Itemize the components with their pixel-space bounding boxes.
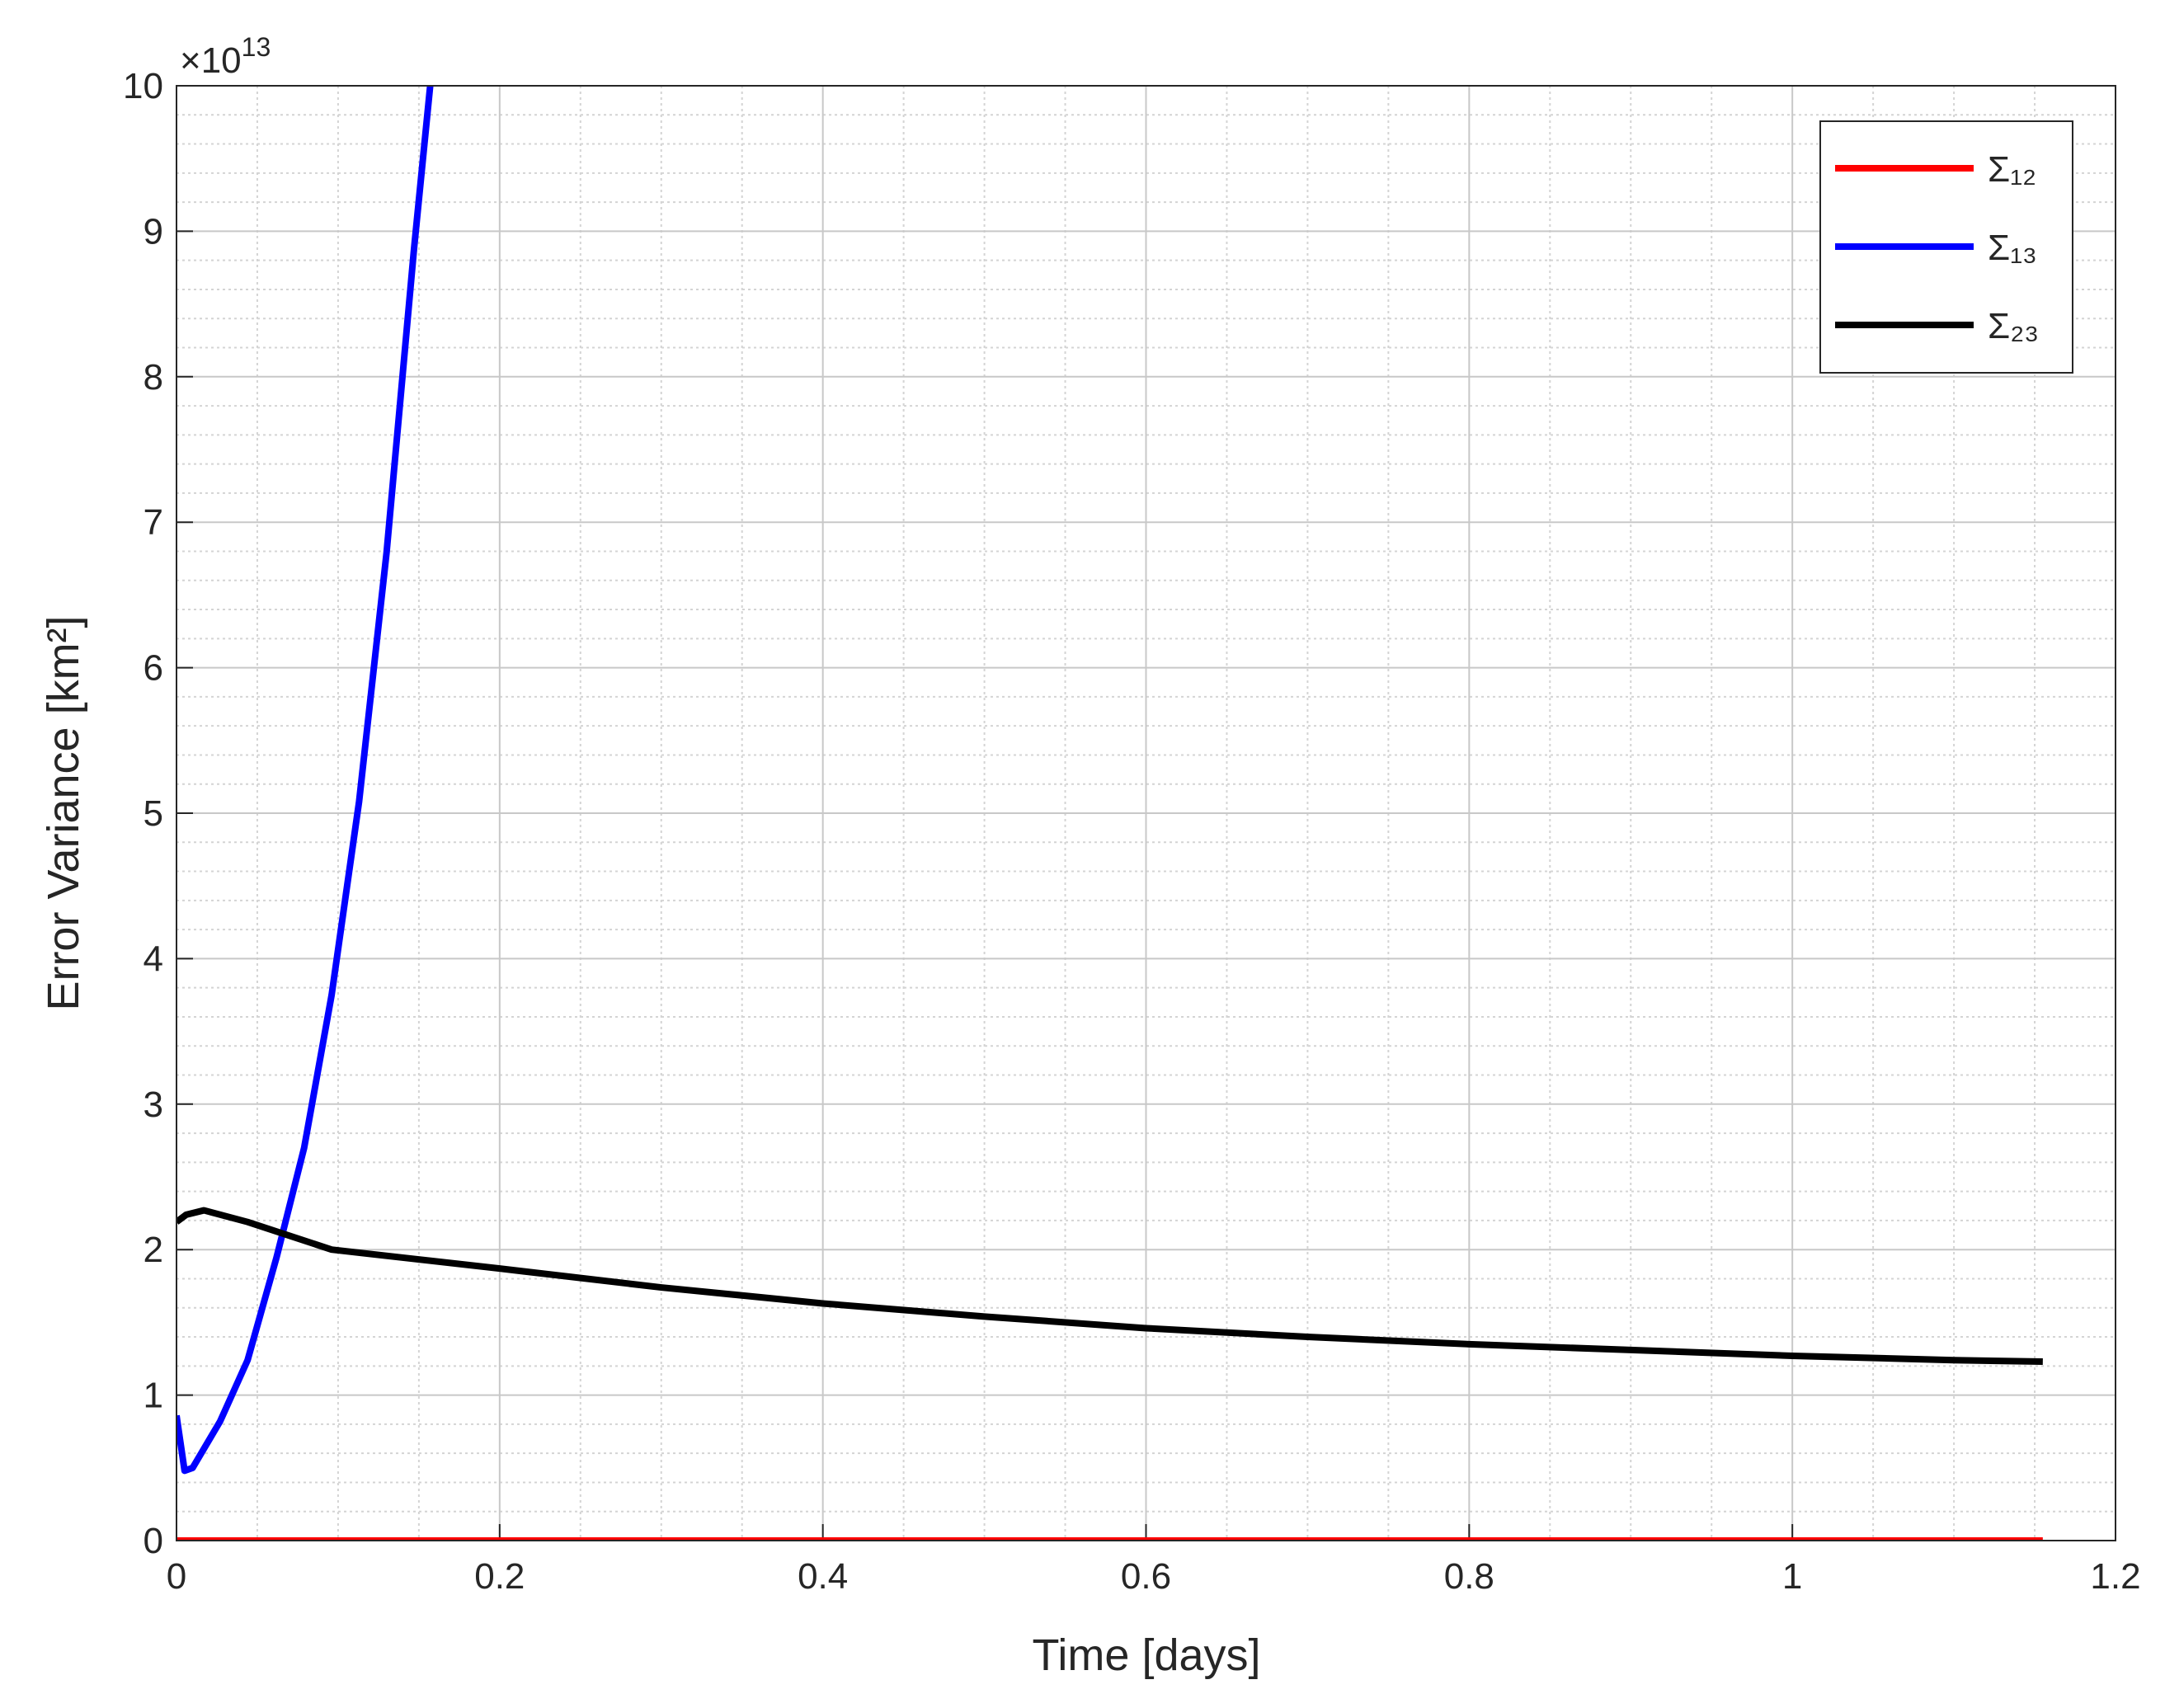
y-tick-label: 0 xyxy=(144,1521,163,1561)
x-tick-label: 0.4 xyxy=(798,1556,848,1597)
y-tick-label: 1 xyxy=(144,1376,163,1416)
legend-label: Σ₁₂ xyxy=(1988,149,2036,190)
axes-box xyxy=(176,85,2116,1541)
plot-lines xyxy=(176,86,2043,1541)
x-axis-label: Time [days] xyxy=(1032,1630,1260,1680)
y-tick-label: 5 xyxy=(144,793,163,834)
series-line xyxy=(176,86,434,1475)
x-tick-label: 0.2 xyxy=(474,1556,525,1597)
y-tick-label: 7 xyxy=(144,502,163,543)
y-tick-label: 2 xyxy=(144,1230,163,1270)
x-tick-label: 0.6 xyxy=(1121,1556,1171,1597)
legend-label: Σ₁₃ xyxy=(1988,228,2037,268)
y-tick-label: 6 xyxy=(144,648,163,689)
y-tick-label: 4 xyxy=(144,939,163,979)
y-tick-label: 8 xyxy=(144,357,163,398)
y-tick-label: 10 xyxy=(123,66,163,106)
x-tick-label: 1.2 xyxy=(2090,1556,2140,1597)
x-tick-label: 0.8 xyxy=(1444,1556,1494,1597)
exponent-power: 13 xyxy=(242,32,271,62)
x-tick-label: 1 xyxy=(1782,1556,1802,1597)
exponent-base: ×10 xyxy=(180,40,242,81)
x-tick-label: 0 xyxy=(167,1556,186,1597)
y-tick-label: 9 xyxy=(144,211,163,252)
y-axis-label: Error Variance [km²] xyxy=(39,615,88,1010)
y-exponent: ×1013 xyxy=(180,32,271,81)
legend-label: Σ₂₃ xyxy=(1988,306,2039,346)
series-line xyxy=(176,1207,2043,1366)
y-tick-label: 3 xyxy=(144,1085,163,1125)
